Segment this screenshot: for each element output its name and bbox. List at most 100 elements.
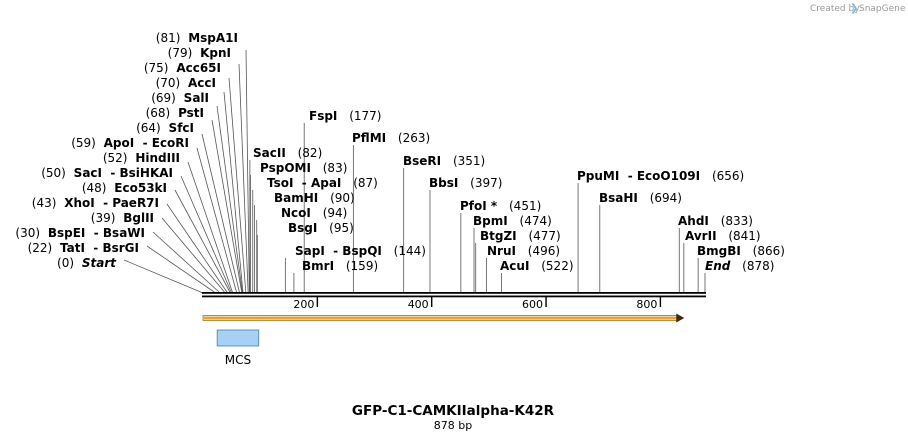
site-name-start: Start <box>82 256 117 270</box>
site-label-pfoi: PfoI * (451) <box>460 199 541 213</box>
site-label-pflmi: PflMI (263) <box>352 131 430 145</box>
site-name-fspi: FspI <box>309 109 337 123</box>
snapgene-logo-icon: ❯ <box>850 3 858 14</box>
site-pos-pfoi: (451) <box>505 199 541 213</box>
ruler-label-600: 600 <box>522 298 543 311</box>
site-name-tati-bsrgi: TatI - BsrGI <box>60 241 139 255</box>
site-label-pspomi: PspOMI (83) <box>260 161 347 175</box>
site-name-pspomi: PspOMI <box>260 161 311 175</box>
site-pos-psti: (68) <box>146 106 174 120</box>
site-name-acci: AccI <box>188 76 216 90</box>
site-name-hindiii: HindIII <box>135 151 180 165</box>
site-pos-eco53ki: (48) <box>82 181 110 195</box>
site-pos-tsoi-apai: (87) <box>349 176 377 190</box>
site-pos-bspei-bsawi: (30) <box>15 226 43 240</box>
site-name-eco53ki: Eco53kI <box>114 181 167 195</box>
leader-line-kpni <box>238 63 249 294</box>
site-name-nrui: NruI <box>487 244 516 258</box>
site-label-bsgi: BsgI (95) <box>288 221 354 235</box>
sequence-backbone <box>202 292 706 298</box>
site-pos-mspa1i: (81) <box>156 31 184 45</box>
site-name-mspa1i: MspA1I <box>188 31 238 45</box>
leader-line-bspei-bsawi <box>152 231 221 294</box>
site-name-pflmi: PflMI <box>352 131 386 145</box>
site-name-ncoi: NcoI <box>281 206 311 220</box>
site-pos-sacii: (82) <box>294 146 322 160</box>
site-name-bmgbi: BmgBI <box>697 244 741 258</box>
site-name-bbsi: BbsI <box>429 176 458 190</box>
site-pos-bglii: (39) <box>91 211 119 225</box>
site-name-apoi-ecori: ApoI - EcoRI <box>104 136 189 150</box>
site-label-bmgbi: BmgBI (866) <box>697 244 785 258</box>
site-name-btgzi: BtgZI <box>480 229 517 243</box>
feature-label-mcs: MCS <box>225 353 251 367</box>
site-label-ppumi-ecoo109i: PpuMI - EcoO109I (656) <box>577 169 744 183</box>
site-label-fspi: FspI (177) <box>309 109 382 123</box>
site-pos-fspi: (177) <box>345 109 381 123</box>
site-label-hindiii: (52) HindIII <box>103 151 180 165</box>
leader-line-tati-bsrgi <box>146 245 216 294</box>
site-name-acui: AcuI <box>500 259 529 273</box>
site-pos-pspomi: (83) <box>319 161 347 175</box>
site-name-bamhi: BamHI <box>274 191 318 205</box>
site-label-bseri: BseRI (351) <box>403 154 485 168</box>
site-pos-bsahi: (694) <box>646 191 682 205</box>
site-name-ahdi: AhdI <box>678 214 709 228</box>
site-pos-btgzi: (477) <box>525 229 561 243</box>
orf-arrowhead-icon <box>676 313 685 323</box>
site-label-start: (0) Start <box>57 256 117 270</box>
site-pos-kpni: (79) <box>168 46 196 60</box>
site-pos-avrii: (841) <box>725 229 761 243</box>
site-name-psti: PstI <box>178 106 204 120</box>
leader-line-acc65i <box>228 77 247 294</box>
site-pos-pflmi: (263) <box>394 131 430 145</box>
site-pos-sali: (69) <box>151 91 179 105</box>
credit-prefix: Created by <box>810 4 860 14</box>
site-pos-apoi-ecori: (59) <box>71 136 99 150</box>
leader-line-sali <box>216 105 243 294</box>
site-label-kpni: (79) KpnI <box>168 46 231 60</box>
site-pos-start: (0) <box>57 256 78 270</box>
credit-brand: SnapGene <box>859 4 906 14</box>
feature-box-mcs <box>216 329 260 347</box>
features-track: MCS <box>216 329 260 367</box>
site-name-bpmi: BpmI <box>473 214 508 228</box>
site-label-sacii: SacII (82) <box>253 146 322 160</box>
site-pos-xhoi-paer7i: (43) <box>32 196 60 210</box>
site-name-kpni: KpnI <box>200 46 231 60</box>
site-name-sali: SalI <box>184 91 209 105</box>
site-name-acc65i: Acc65I <box>176 61 221 75</box>
ruler-label-200: 200 <box>293 298 314 311</box>
site-label-bmri: BmrI (159) <box>302 259 378 273</box>
orf-arrow <box>202 313 685 323</box>
site-label-ahdi: AhdI (833) <box>678 214 753 228</box>
site-pos-ahdi: (833) <box>717 214 753 228</box>
site-pos-ncoi: (94) <box>319 206 347 220</box>
site-name-xhoi-paer7i: XhoI - PaeR7I <box>64 196 159 210</box>
site-leader-lines <box>123 49 706 294</box>
bp-ruler: 200 400 600 800 <box>293 297 662 311</box>
site-name-saci-bsihkai: SacI - BsiHKAI <box>74 166 173 180</box>
site-label-acci: (70) AccI <box>156 76 216 90</box>
site-label-btgzi: BtgZI (477) <box>480 229 561 243</box>
site-label-bpmi: BpmI (474) <box>473 214 552 228</box>
leader-line-mspa1i <box>245 49 250 294</box>
site-label-sapi-bspqi: SapI - BspQI (144) <box>295 244 426 258</box>
ruler-label-800: 800 <box>636 298 657 311</box>
site-label-end: End (878) <box>705 259 774 273</box>
leader-line-hindiii <box>187 161 234 294</box>
site-pos-bmri: (159) <box>342 259 378 273</box>
site-name-pfoi: PfoI * <box>460 199 498 213</box>
leader-line-eco53ki <box>174 189 231 294</box>
leader-line-bglii <box>161 217 226 294</box>
site-pos-nrui: (496) <box>524 244 560 258</box>
site-pos-bbsi: (397) <box>466 176 502 190</box>
site-label-tsoi-apai: TsoI - ApaI (87) <box>267 176 378 190</box>
site-pos-ppumi-ecoo109i: (656) <box>708 169 744 183</box>
site-name-end: End <box>705 259 731 273</box>
site-pos-hindiii: (52) <box>103 151 131 165</box>
site-label-apoi-ecori: (59) ApoI - EcoRI <box>71 136 189 150</box>
site-pos-sapi-bspqi: (144) <box>390 244 426 258</box>
site-name-sacii: SacII <box>253 146 286 160</box>
ruler-label-400: 400 <box>408 298 429 311</box>
